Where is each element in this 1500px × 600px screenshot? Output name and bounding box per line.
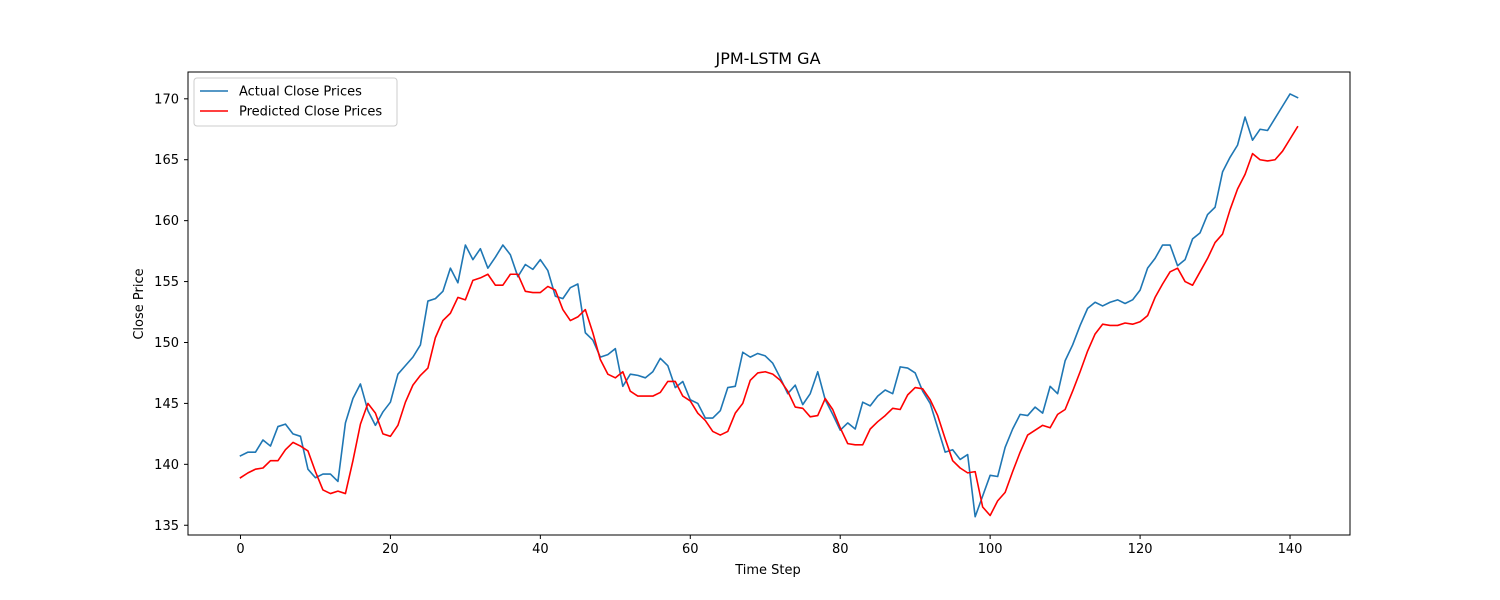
plot-frame [187, 71, 1351, 536]
y-tick-label: 135 [154, 519, 179, 534]
series-layer [239, 93, 1299, 518]
x-tick-label: 80 [832, 542, 849, 557]
x-tick-label: 40 [532, 542, 549, 557]
x-axis: 0 20 40 60 80 100 120 140 [236, 535, 1302, 557]
legend-label: Predicted Close Prices [239, 105, 382, 120]
x-tick-label: 20 [382, 542, 399, 557]
x-tick-label: 100 [978, 542, 1003, 557]
predicted-close-prices-line [239, 125, 1299, 517]
y-axis: 135 140 145 150 155 160 165 170 [154, 92, 188, 534]
y-tick-label: 145 [154, 397, 179, 412]
y-axis-label: Close Price [132, 268, 147, 339]
x-axis-label: Time Step [734, 563, 801, 578]
x-tick-label: 120 [1128, 542, 1153, 557]
x-tick-label: 0 [236, 542, 244, 557]
y-tick-label: 150 [154, 336, 179, 351]
x-tick-label: 60 [682, 542, 699, 557]
legend-label: Actual Close Prices [239, 85, 362, 100]
legend: Actual Close Prices Predicted Close Price… [193, 77, 398, 127]
y-tick-label: 170 [154, 92, 179, 107]
y-tick-label: 165 [154, 153, 179, 168]
y-tick-label: 140 [154, 458, 179, 473]
actual-close-prices-line [239, 93, 1299, 518]
y-tick-label: 160 [154, 214, 179, 229]
chart-title: JPM-LSTM GA [714, 49, 820, 68]
plot-area [187, 71, 1351, 536]
y-tick-label: 155 [154, 275, 179, 290]
x-tick-label: 140 [1278, 542, 1303, 557]
plot-background [188, 72, 1350, 535]
legend-box [193, 77, 398, 127]
